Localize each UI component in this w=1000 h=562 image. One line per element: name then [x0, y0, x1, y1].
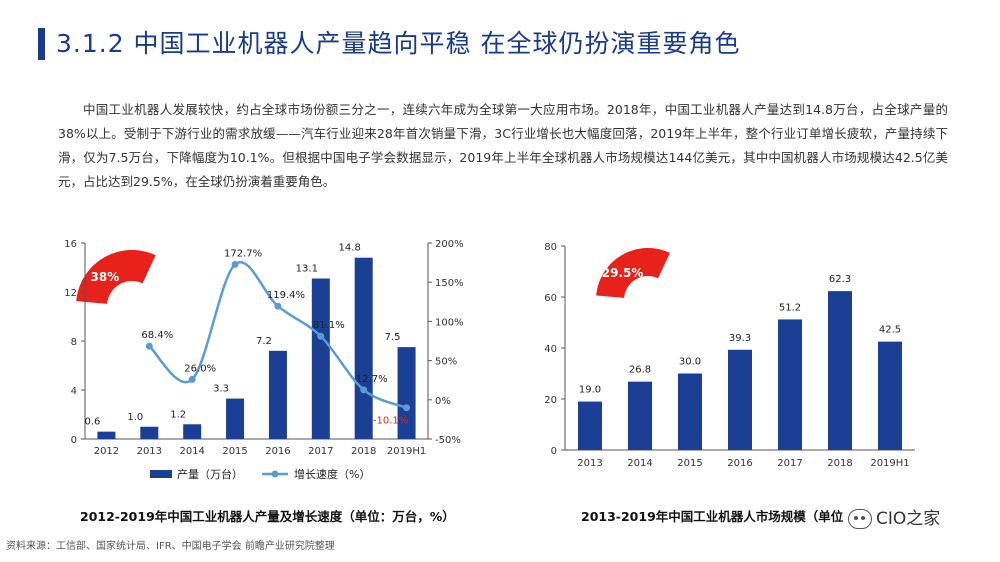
x-tick-label: 2017: [308, 446, 333, 457]
bar-label-2016: 7.2: [256, 336, 272, 347]
bar-2014: [183, 424, 202, 439]
bar-label-2015: 30.0: [679, 357, 701, 368]
growth-label-2017: 81.1%: [313, 320, 345, 331]
legend-line-label: 增长速度（%）: [294, 467, 370, 481]
growth-point-2016: [274, 302, 282, 310]
y2-tick-label: 150%: [435, 278, 464, 289]
y2-tick-label: -50%: [435, 435, 461, 446]
bar-label-2019H1: 7.5: [385, 332, 401, 343]
production-chart: 38% 0 4 8 12 16 -50% 0% 50% 100% 150% 200% 0.6 2012 1.…: [64, 239, 464, 481]
chart1-caption: 2012-2019年中国工业机器人产量及增长速度（单位：万台，%）: [80, 509, 455, 524]
growth-label-2013: 68.4%: [141, 330, 173, 341]
x-tick-label: 2015: [677, 458, 702, 469]
y2-tick-label: 100%: [435, 317, 464, 328]
x-tick-label: 2013: [577, 458, 602, 469]
y-tick-label: 80: [544, 242, 557, 253]
y-tick-label: 4: [71, 386, 77, 397]
share-badge-arc: [76, 250, 156, 304]
bar-label-2017: 13.1: [296, 264, 318, 275]
y-tick-label: 0: [71, 435, 77, 446]
bar-2014: [628, 381, 652, 450]
y2-tick-label: 50%: [435, 357, 457, 368]
bar-2013: [140, 426, 159, 439]
growth-label-2014: 26.0%: [184, 363, 216, 374]
growth-label-2016: 119.4%: [267, 290, 305, 301]
growth-label-2015: 172.7%: [224, 248, 262, 259]
bar-2015: [678, 373, 702, 450]
x-tick-label: 2016: [727, 458, 752, 469]
x-tick-label: 2019H1: [870, 458, 909, 469]
page-title: 3.1.2 中国工业机器人产量趋向平稳 在全球仍扮演重要角色: [56, 29, 741, 58]
bar-label-2015: 3.3: [213, 384, 229, 395]
growth-point-2019H1: [403, 404, 411, 412]
x-tick-label: 2017: [777, 458, 802, 469]
growth-point-2018: [360, 386, 368, 394]
y-tick-label: 40: [544, 344, 557, 355]
bar-label-2018: 14.8: [339, 243, 361, 254]
bar-2013: [578, 401, 602, 450]
bar-label-2017: 51.2: [779, 302, 801, 313]
x-tick-label: 2014: [179, 446, 204, 457]
growth-point-2014: [188, 375, 196, 383]
growth-point-2013: [145, 342, 153, 350]
x-tick-label: 2016: [265, 446, 290, 457]
bar-2012: [97, 431, 116, 439]
y-tick-label: 16: [64, 239, 77, 250]
growth-label-2019H1: -10.1%: [373, 416, 408, 427]
bar-2016: [728, 349, 752, 450]
y-tick-label: 0: [551, 446, 557, 457]
x-tick-label: 2019H1: [387, 446, 426, 457]
bar-label-2013: 19.0: [579, 385, 601, 396]
watermark-text: CIO之家: [876, 509, 941, 529]
title-accent-bar: [38, 28, 45, 60]
bar-2019H1: [397, 347, 416, 439]
bar-2018: [354, 257, 373, 439]
bar-2018: [828, 291, 852, 450]
y2-tick-label: 200%: [435, 239, 464, 250]
y-tick-label: 12: [64, 288, 77, 299]
growth-point-2017: [317, 332, 325, 340]
bar-label-2012: 0.6: [84, 417, 100, 428]
growth-label-2018: 12.7%: [356, 374, 388, 385]
x-tick-label: 2013: [137, 446, 162, 457]
chart2-caption: 2013-2019年中国工业机器人市场规模（单位：亿美元）: [581, 509, 843, 524]
source-note: 资料来源：工信部、国家统计局、IFR、中国电子学会 前瞻产业研究院整理: [6, 541, 335, 552]
legend-bar-label: 产量（万台）: [177, 467, 243, 481]
legend-bar-swatch: [150, 470, 172, 478]
x-tick-label: 2018: [827, 458, 852, 469]
x-tick-label: 2012: [94, 446, 119, 457]
share-badge-label: 29.5%: [602, 266, 644, 280]
y2-tick-label: 0%: [435, 396, 451, 407]
bar-2019H1: [878, 341, 902, 450]
growth-point-2015: [231, 260, 239, 268]
bar-label-2018: 62.3: [829, 274, 851, 285]
bar-label-2019H1: 42.5: [879, 325, 901, 336]
y-tick-label: 20: [544, 395, 557, 406]
legend-line-marker: [271, 470, 279, 478]
share-badge-arc: [596, 248, 670, 298]
x-tick-label: 2018: [351, 446, 376, 457]
bar-label-2014: 26.8: [629, 365, 651, 376]
y-tick-label: 8: [71, 337, 77, 348]
x-tick-label: 2014: [627, 458, 652, 469]
share-badge-label: 38%: [91, 270, 120, 284]
bar-label-2013: 1.0: [127, 412, 143, 423]
wechat-icon: [848, 509, 872, 529]
market-size-chart: 29.5% 0 20 40 60 80 19.0 2013 26.8 2014 30.0 2015 39…: [544, 242, 915, 469]
x-tick-label: 2015: [222, 446, 247, 457]
bar-2017: [311, 278, 330, 439]
bar-2015: [226, 398, 245, 439]
bar-2017: [778, 319, 802, 450]
bar-label-2016: 39.3: [729, 333, 751, 344]
body-paragraph: 中国工业机器人发展较快，约占全球市场份额三分之一，连续六年成为全球第一大应用市场…: [58, 102, 948, 189]
bar-label-2014: 1.2: [170, 409, 186, 420]
bar-2016: [268, 350, 287, 439]
watermark: CIO之家: [848, 504, 940, 529]
y-tick-label: 60: [544, 293, 557, 304]
